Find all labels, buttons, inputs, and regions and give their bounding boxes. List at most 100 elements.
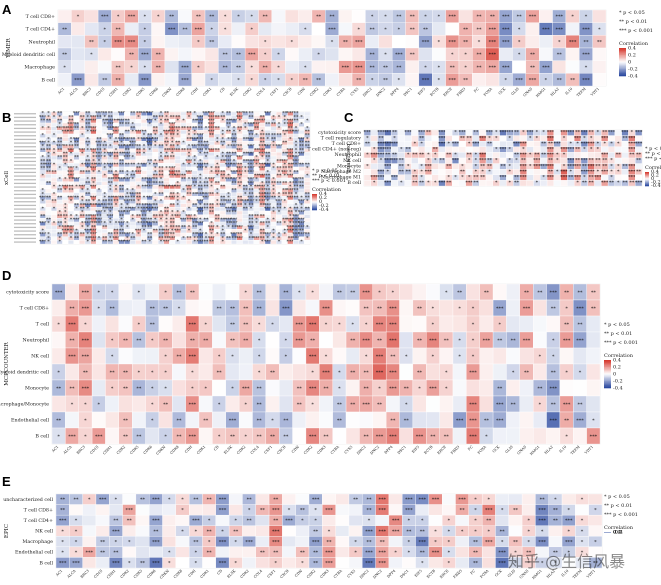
heatmap-cell bbox=[285, 22, 299, 36]
column-label: ERCE bbox=[437, 445, 448, 456]
heatmap-cell bbox=[506, 379, 520, 397]
significance-mark: *** bbox=[449, 14, 457, 20]
heatmap-cell bbox=[218, 35, 232, 49]
significance-mark: * bbox=[291, 77, 294, 83]
colorbar-step bbox=[619, 71, 626, 74]
significance-mark: * bbox=[277, 65, 280, 71]
significance-mark: *** bbox=[264, 111, 272, 117]
heatmap-cell bbox=[45, 210, 52, 215]
heatmap-cell bbox=[91, 315, 106, 333]
significance-mark: *** bbox=[189, 322, 197, 328]
heatmap-cell bbox=[424, 141, 432, 147]
heatmap-cell bbox=[279, 395, 293, 413]
significance-mark: *** bbox=[389, 386, 397, 392]
heatmap-cell bbox=[506, 411, 520, 429]
heatmap-cell bbox=[335, 493, 350, 505]
significance-mark: *** bbox=[429, 338, 437, 344]
significance-mark: ** bbox=[163, 338, 169, 344]
significance-mark: *** bbox=[82, 290, 90, 296]
significance-mark: * bbox=[58, 114, 61, 120]
column-label: CDK8 bbox=[175, 86, 186, 97]
column-label: ECTB bbox=[423, 445, 433, 455]
heatmap-cell bbox=[56, 203, 63, 208]
heatmap-cell bbox=[51, 119, 58, 124]
heatmap-cell bbox=[238, 411, 253, 429]
column-label: CDK2 bbox=[309, 87, 319, 97]
heatmap-panel-undefined: ****************************************… bbox=[2, 2, 653, 98]
significance-mark: *** bbox=[376, 354, 384, 360]
row-label-placeholder bbox=[14, 120, 36, 122]
colorbar-step bbox=[619, 74, 626, 77]
heatmap-cell bbox=[101, 177, 108, 182]
heatmap-cell bbox=[438, 163, 446, 170]
heatmap-cell bbox=[533, 141, 541, 147]
significance-mark: *** bbox=[389, 338, 397, 344]
heatmap-cell bbox=[428, 504, 443, 516]
heatmap-cell bbox=[118, 347, 133, 365]
heatmap-cell bbox=[135, 122, 142, 127]
significance-mark: *** bbox=[362, 338, 370, 344]
row-label-placeholder bbox=[14, 153, 36, 155]
heatmap-cell bbox=[141, 232, 148, 237]
significance-mark: * bbox=[157, 14, 160, 20]
significance-mark: ** bbox=[110, 370, 116, 376]
column-label: GCK bbox=[498, 87, 507, 96]
heatmap-cell bbox=[298, 130, 305, 135]
heatmap-cell bbox=[521, 493, 536, 505]
significance-mark: ** bbox=[517, 14, 523, 20]
significance-mark: *** bbox=[202, 111, 210, 117]
significance-mark: * bbox=[585, 65, 588, 71]
heatmap-cell bbox=[57, 35, 72, 49]
significance-mark: ** bbox=[257, 306, 263, 312]
heatmap-cell bbox=[479, 347, 494, 365]
significance-mark: * bbox=[277, 77, 280, 83]
column-label: BRC3 bbox=[76, 444, 87, 455]
heatmap-cell bbox=[412, 315, 427, 333]
heatmap-cell bbox=[96, 177, 103, 182]
significance-mark: *** bbox=[101, 14, 109, 20]
heatmap-cell bbox=[388, 504, 403, 516]
significance-mark: *** bbox=[99, 497, 107, 503]
significance-mark: ** bbox=[156, 65, 162, 71]
significance-mark: *** bbox=[489, 39, 497, 45]
significance-mark: ** bbox=[417, 306, 423, 312]
heatmap-cell bbox=[39, 177, 46, 182]
column-label: CYS5 bbox=[350, 86, 360, 96]
heatmap-cell bbox=[573, 347, 587, 365]
significance-mark: * bbox=[357, 27, 360, 33]
significance-mark: ** bbox=[446, 163, 452, 169]
significance-key: * p < 0.05 bbox=[619, 10, 645, 16]
significance-mark: *** bbox=[68, 434, 76, 440]
heatmap-cell bbox=[538, 35, 553, 49]
significance-mark: *** bbox=[542, 65, 550, 71]
significance-mark: ** bbox=[102, 77, 108, 83]
heatmap-cell bbox=[107, 225, 114, 230]
heatmap-cell bbox=[351, 47, 366, 61]
significance-mark: *** bbox=[379, 497, 387, 503]
row-label: T cell CD4+ bbox=[26, 27, 55, 33]
heatmap-cell bbox=[145, 427, 160, 445]
significance-mark: ** bbox=[123, 434, 129, 440]
column-label: CSF1 bbox=[269, 87, 279, 97]
significance-mark: ** bbox=[524, 370, 530, 376]
significance-mark: ** bbox=[163, 306, 169, 312]
significance-mark: ** bbox=[330, 14, 336, 20]
heatmap-cell bbox=[225, 395, 240, 413]
significance-mark: *** bbox=[141, 77, 149, 83]
heatmap-cell bbox=[82, 514, 97, 526]
heatmap-cell bbox=[180, 133, 187, 138]
heatmap-cell bbox=[118, 299, 133, 317]
heatmap-cell bbox=[259, 122, 266, 127]
heatmap-cell bbox=[135, 174, 142, 179]
heatmap-cell bbox=[71, 60, 85, 74]
heatmap-cell bbox=[348, 504, 363, 516]
heatmap-cell bbox=[565, 47, 580, 61]
significance-mark: *** bbox=[195, 27, 203, 33]
column-label: CDK6 bbox=[149, 86, 160, 97]
heatmap-cell bbox=[404, 174, 412, 181]
heatmap-cell bbox=[452, 315, 467, 333]
heatmap-cell bbox=[67, 203, 74, 208]
heatmap-cell bbox=[399, 315, 414, 333]
column-label: ALCA bbox=[68, 87, 79, 98]
heatmap-cell bbox=[270, 221, 277, 226]
